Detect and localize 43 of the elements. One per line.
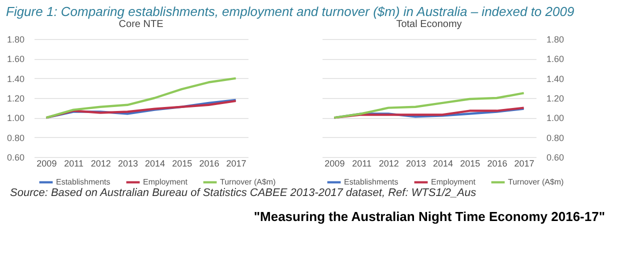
chart-title: Core NTE xyxy=(118,19,164,30)
legend-label: Turnover (A$m) xyxy=(220,177,276,186)
y-tick-label: 0.60 xyxy=(546,152,564,162)
x-tick-label: 2012 xyxy=(90,158,111,168)
x-tick-label: 2017 xyxy=(226,158,246,168)
x-tick-label: 2014 xyxy=(433,158,454,168)
y-tick-label: 0.80 xyxy=(6,132,24,143)
y-tick-label: 1.80 xyxy=(6,34,24,44)
y-tick-label: 1.20 xyxy=(546,94,564,104)
x-tick-label: 2013 xyxy=(406,158,426,168)
x-tick-label: 2011 xyxy=(352,158,372,168)
x-tick-label: 2015 xyxy=(460,158,480,168)
line-series xyxy=(333,92,525,119)
x-tick-label: 2017 xyxy=(514,158,534,168)
text: "Measuring the Australian Night Time Economy 2016-17" xyxy=(252,208,606,224)
y-tick-label: 1.80 xyxy=(546,34,564,44)
y-tick-label: 1.60 xyxy=(546,54,564,64)
x-tick-label: 2015 xyxy=(172,158,192,168)
legend-label: Employment xyxy=(143,177,188,186)
y-tick-label: 1.40 xyxy=(546,74,564,84)
caption: Figure 1: Comparing establishments, employment and turnover ($m) in Australia – indexed to 2009 xyxy=(5,3,576,19)
x-tick-label: 2013 xyxy=(118,158,138,168)
line-series xyxy=(45,77,237,119)
x-tick-label: 2014 xyxy=(145,158,166,168)
legend-label: Establishments xyxy=(56,177,110,186)
y-tick-label: 1.60 xyxy=(6,54,24,64)
x-tick-label: 2016 xyxy=(487,158,508,168)
x-tick-label: 2016 xyxy=(199,158,220,168)
legend-label: Establishments xyxy=(344,177,398,186)
x-tick-label: 2012 xyxy=(378,158,399,168)
y-tick-label: 1.00 xyxy=(6,113,24,124)
y-tick-label: 0.80 xyxy=(546,132,564,143)
x-tick-label: 2009 xyxy=(36,158,57,168)
legend-label: Employment xyxy=(431,177,476,186)
y-tick-label: 1.20 xyxy=(6,94,24,104)
y-tick-label: 0.60 xyxy=(6,152,24,162)
chart-title: Total Economy xyxy=(396,19,462,30)
x-tick-label: 2011 xyxy=(64,158,84,168)
x-tick-label: 2009 xyxy=(324,158,345,168)
y-tick-label: 1.40 xyxy=(6,74,24,84)
legend-label: Turnover (A$m) xyxy=(508,177,564,186)
source-note: Source: Based on Australian Bureau of Statistics CABEE 2013-2017 dataset, Ref: WTS1/2_Aus xyxy=(9,187,478,199)
y-tick-label: 1.00 xyxy=(546,113,564,124)
